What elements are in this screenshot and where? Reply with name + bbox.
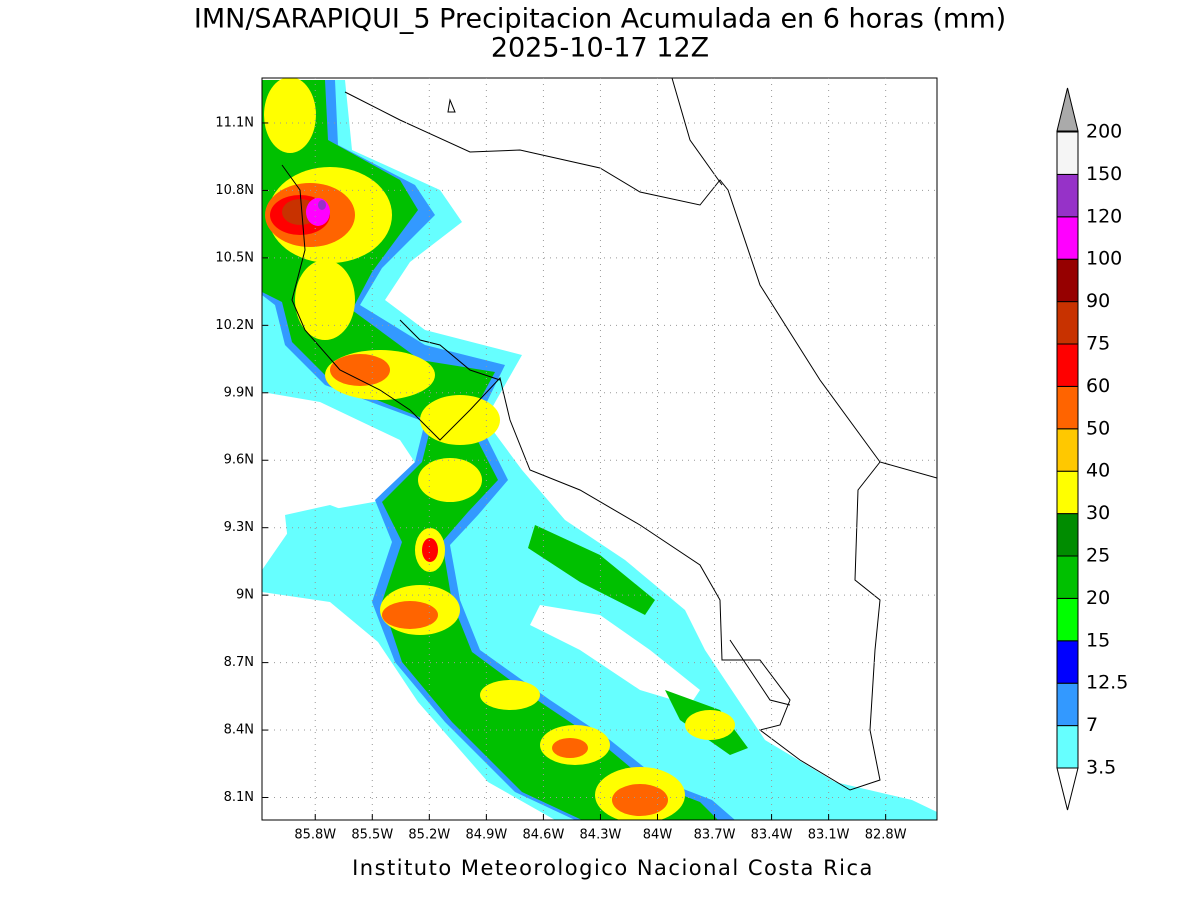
map-title: IMN/SARAPIQUI_5 Precipitacion Acumulada … xyxy=(194,4,1006,35)
colorbar-label: 3.5 xyxy=(1086,757,1116,779)
colorbar-label: 100 xyxy=(1086,248,1122,270)
colorbar-box xyxy=(1056,258,1079,303)
x-tick-label: 85.5W xyxy=(351,828,393,843)
y-tick-label: 9.6N xyxy=(224,453,254,468)
colorbar-box xyxy=(1056,131,1079,175)
y-tick-label: 9N xyxy=(236,588,254,603)
colorbar-label: 12.5 xyxy=(1086,672,1128,694)
colorbar-label: 90 xyxy=(1086,290,1110,312)
x-tick-label: 85.8W xyxy=(294,828,336,843)
colorbar-box xyxy=(1056,428,1079,472)
colorbar-box xyxy=(1056,385,1079,430)
colorbar-box xyxy=(1056,555,1079,599)
colorbar-label: 40 xyxy=(1086,460,1110,482)
colorbar-label: 150 xyxy=(1086,163,1122,185)
y-tick-label: 8.7N xyxy=(224,655,254,670)
colorbar-label: 7 xyxy=(1086,714,1098,736)
x-tick-label: 82.8W xyxy=(865,828,907,843)
colorbar-under xyxy=(1056,767,1079,811)
colorbar-label: 25 xyxy=(1086,545,1110,567)
colorbar-box xyxy=(1056,725,1079,769)
map-frame xyxy=(261,77,938,821)
colorbar-label: 50 xyxy=(1086,417,1110,439)
colorbar-label: 60 xyxy=(1086,375,1110,397)
x-tick-label: 84.9W xyxy=(465,828,507,843)
x-tick-label: 83.1W xyxy=(808,828,850,843)
y-tick-label: 9.3N xyxy=(224,520,254,535)
colorbar-box xyxy=(1056,470,1079,515)
x-tick-label: 83.4W xyxy=(751,828,793,843)
coastlines xyxy=(281,78,937,791)
colorbar-box xyxy=(1056,597,1079,642)
colorbar-label: 200 xyxy=(1086,121,1122,143)
colorbar-label: 120 xyxy=(1086,205,1122,227)
colorbar-label: 15 xyxy=(1086,629,1110,651)
colorbar-box xyxy=(1056,640,1079,684)
colorbar-box xyxy=(1056,343,1079,387)
y-tick-label: 10.8N xyxy=(215,183,254,198)
y-tick-label: 11.1N xyxy=(215,115,254,130)
map-subtitle: 2025-10-17 12Z xyxy=(491,33,709,64)
colorbar-box xyxy=(1056,513,1079,557)
colorbar-label: 75 xyxy=(1086,333,1110,355)
y-tick-label: 10.2N xyxy=(215,318,254,333)
x-tick-label: 84W xyxy=(643,828,673,843)
colorbar-label: 30 xyxy=(1086,502,1110,524)
y-tick-label: 8.4N xyxy=(224,723,254,738)
colorbar-box xyxy=(1056,216,1079,260)
colorbar-box xyxy=(1056,682,1079,727)
x-tick-label: 85.2W xyxy=(408,828,450,843)
colorbar-box xyxy=(1056,173,1079,218)
x-tick-label: 84.3W xyxy=(580,828,622,843)
y-tick-label: 8.1N xyxy=(224,790,254,805)
colorbar-box xyxy=(1056,301,1079,345)
colorbar-over xyxy=(1056,87,1079,132)
y-tick-label: 9.9N xyxy=(224,385,254,400)
x-tick-label: 84.6W xyxy=(523,828,565,843)
footer: Instituto Meteorologico Nacional Costa R… xyxy=(352,856,874,880)
y-tick-label: 10.5N xyxy=(215,250,254,265)
x-tick-label: 83.7W xyxy=(694,828,736,843)
colorbar-label: 20 xyxy=(1086,587,1110,609)
precip-field xyxy=(262,78,937,820)
